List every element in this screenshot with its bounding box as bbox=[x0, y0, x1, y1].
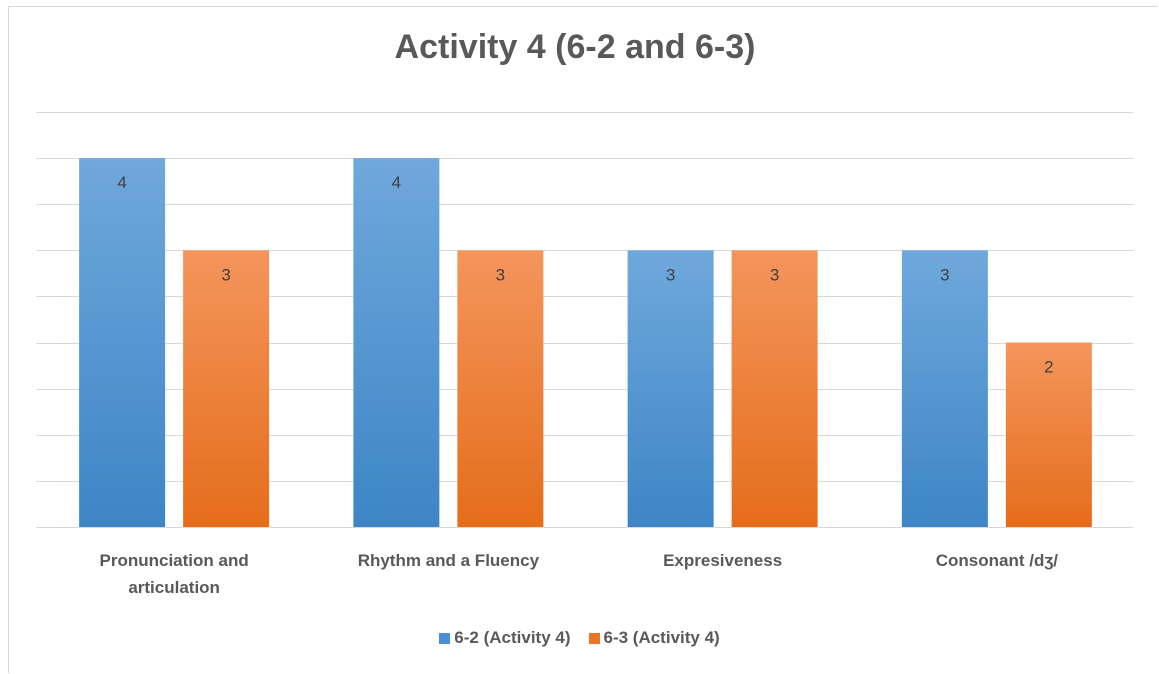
bar-series-1-cat-3 bbox=[627, 250, 714, 528]
bars bbox=[79, 158, 1092, 528]
x-tick-label: Consonant /dʒ/ bbox=[936, 551, 1059, 570]
legend-swatch bbox=[588, 632, 600, 644]
data-labels: 4 3 4 3 3 3 3 2 bbox=[117, 173, 1053, 376]
x-tick-label: Pronunciation and articulation bbox=[100, 551, 249, 597]
legend-item: 6-3 (Activity 4) bbox=[588, 628, 720, 648]
data-label: 3 bbox=[770, 265, 779, 284]
bar-series-2-cat-1 bbox=[183, 250, 270, 528]
bar-series-1-cat-1 bbox=[79, 158, 166, 527]
bar-series-2-cat-4 bbox=[1005, 342, 1092, 527]
x-tick-label: Rhythm and a Fluency bbox=[358, 551, 540, 570]
chart-title: Activity 4 (6-2 and 6-3) bbox=[394, 28, 756, 66]
legend-label: 6-3 (Activity 4) bbox=[603, 628, 720, 647]
bar-series-2-cat-2 bbox=[457, 250, 544, 528]
legend: 6-2 (Activity 4) 6-3 (Activity 4) bbox=[0, 628, 1159, 648]
bar-series-1-cat-4 bbox=[901, 250, 988, 528]
data-label: 2 bbox=[1044, 358, 1053, 377]
data-label: 4 bbox=[392, 173, 401, 192]
x-tick-label: Expresiveness bbox=[663, 551, 782, 570]
legend-label: 6-2 (Activity 4) bbox=[454, 628, 571, 647]
bar-series-1-cat-2 bbox=[353, 158, 440, 527]
data-label: 4 bbox=[117, 173, 126, 192]
bar-series-2-cat-3 bbox=[731, 250, 818, 528]
data-label: 3 bbox=[496, 265, 505, 284]
legend-item: 6-2 (Activity 4) bbox=[439, 628, 571, 648]
data-label: 3 bbox=[221, 265, 230, 284]
data-label: 3 bbox=[666, 265, 675, 284]
x-axis: Pronunciation and articulation Rhythm and … bbox=[36, 527, 1133, 597]
data-label: 3 bbox=[940, 265, 949, 284]
legend-swatch bbox=[439, 632, 451, 644]
